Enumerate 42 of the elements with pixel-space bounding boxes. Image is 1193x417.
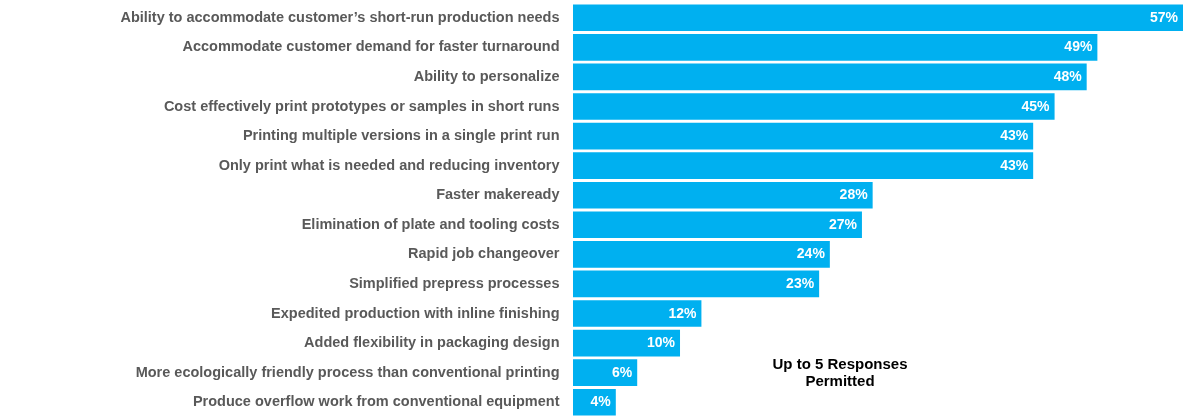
data-label: 12% — [668, 304, 697, 321]
bar — [573, 211, 862, 239]
y-tick-label: Simplified prepress processes — [349, 274, 560, 291]
y-tick-label: Ability to accommodate customer’s short-run production needs — [120, 8, 560, 25]
data-label: 27% — [828, 215, 858, 232]
y-tick-label: Produce overflow work from conventional equipment — [192, 393, 560, 410]
data-label: 43% — [1000, 127, 1029, 144]
bar — [573, 63, 1087, 91]
y-tick-label: Added flexibility in packaging design — [304, 334, 560, 351]
y-tick-label: Accommodate customer demand for faster turnaround — [182, 38, 560, 55]
y-tick-label: Ability to personalize — [413, 67, 560, 84]
bar — [573, 181, 873, 209]
data-label: 43% — [1000, 156, 1029, 173]
data-label: 24% — [796, 245, 826, 262]
annotation: Up to 5 Responses Permitted — [772, 355, 908, 389]
bar — [573, 359, 638, 386]
y-tick-label: Printing multiple versions in a single print run — [242, 127, 560, 144]
data-label: 6% — [611, 363, 633, 380]
y-tick-label: More ecologically friendly process than conventional printing — [135, 363, 560, 380]
y-tick-label: Cost effectively print prototypes or samples in short runs — [163, 97, 560, 114]
data-label: 23% — [786, 274, 815, 291]
bar — [573, 241, 830, 268]
y-tick-label: Rapid job changeover — [408, 245, 560, 262]
y-tick-label: Expedited production with inline finishing — [271, 304, 560, 321]
data-label: 10% — [646, 334, 676, 351]
bar — [573, 270, 820, 298]
data-label: 4% — [590, 393, 612, 410]
bar — [573, 152, 1034, 179]
data-label: 49% — [1064, 38, 1093, 55]
y-tick-label: Faster makeready — [436, 186, 560, 203]
bar — [573, 34, 1098, 61]
bar — [573, 93, 1055, 120]
data-label: 45% — [1021, 97, 1051, 114]
data-label: 57% — [1149, 8, 1179, 25]
data-label: 48% — [1053, 67, 1083, 84]
y-tick-label: Elimination of plate and tooling costs — [301, 215, 560, 232]
bar — [573, 4, 1183, 32]
data-label: 28% — [839, 186, 869, 203]
y-tick-label: Only print what is needed and reducing inventory — [218, 156, 560, 173]
bar — [573, 329, 681, 357]
bar — [573, 122, 1034, 150]
bar — [573, 300, 702, 327]
